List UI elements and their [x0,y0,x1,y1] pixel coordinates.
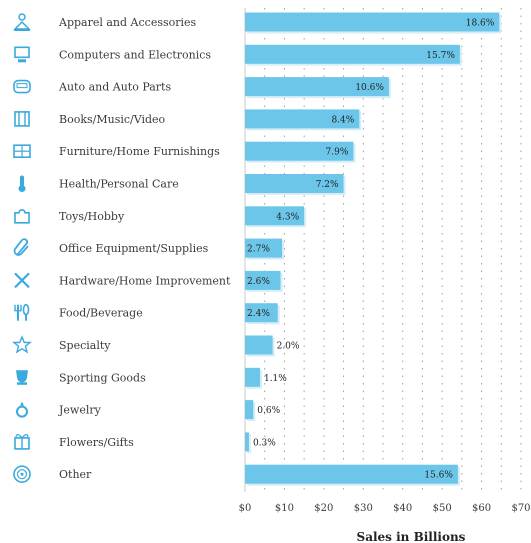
category-label: Other [59,468,92,481]
bar [245,141,354,161]
category-label: Jewelry [58,404,102,417]
category-label: Toys/Hobby [59,210,125,223]
bar [245,44,460,64]
puzzle-icon [14,209,30,224]
category-rows: Apparel and Accessories Computers and Ele… [12,13,231,484]
paperclip-icon [13,238,29,256]
x-tick-label: $70 [511,503,530,514]
thermometer-icon [18,175,26,192]
data-label: 18.6% [466,19,495,29]
car-icon [13,79,31,94]
bar [245,335,273,355]
data-label: 2.7% [247,245,270,255]
bar [245,206,305,226]
category-label: Books/Music/Video [59,113,166,126]
data-label: 10.6% [355,83,384,93]
trophy-icon [16,370,28,385]
data-label: 15.7% [426,51,455,61]
gift-icon [14,434,30,450]
x-tick-label: $0 [239,503,252,514]
bar [245,400,254,420]
x-tick-label: $50 [433,503,452,514]
category-label: Health/Personal Care [59,178,179,191]
bar [245,109,360,129]
bar [245,432,249,452]
x-tick-label: $30 [354,503,373,514]
x-tick-label: $10 [275,503,294,514]
category-label: Flowers/Gifts [59,436,134,449]
x-tick-label: $20 [314,503,333,514]
bar [245,270,281,290]
category-label: Furniture/Home Furnishings [59,145,220,158]
bar-shadow [247,434,251,454]
x-tick-label: $60 [472,503,491,514]
bar [245,367,260,387]
utensils-icon [14,303,30,321]
bar [245,464,458,484]
x-axis-title: Sales in Billions [357,530,466,543]
category-label: Apparel and Accessories [58,16,197,29]
tools-icon [14,272,30,289]
bar [245,303,278,323]
category-label: Computers and Electronics [59,48,211,61]
data-label: 2.6% [247,277,270,287]
bar [245,12,500,32]
book-icon [14,111,30,127]
bar [245,77,389,97]
furniture-icon [13,144,31,158]
bar [245,174,344,193]
bars: 18.6% 15.7% 10.6% 8.4% 7.9% 7.2% 4.3% 2.7% 2.6% 2… [245,12,502,486]
data-label: 0.3% [253,438,276,448]
data-label: 0.6% [257,406,280,416]
data-label: 7.9% [326,148,349,158]
data-label: 2.0% [277,342,300,352]
data-label: 2.4% [247,309,270,319]
data-label: 4.3% [276,212,299,222]
x-ticks: $0 $10 $20 $30 $40 $50 $60 $70 [239,503,531,514]
data-label: 15.6% [424,471,453,481]
data-label: 1.1% [264,374,287,384]
bar [245,238,283,258]
category-label: Auto and Auto Parts [58,81,171,94]
hanger-person-icon [13,13,31,31]
category-label: Food/Beverage [59,307,143,320]
ring-icon [16,401,28,418]
x-tick-label: $40 [393,503,412,514]
category-label: Specialty [59,339,111,352]
category-label: Hardware/Home Improvement [59,274,231,287]
computer-icon [14,46,30,63]
data-label: 7.2% [316,180,339,190]
category-label: Sporting Goods [59,371,146,384]
star-icon [12,335,32,354]
data-label: 8.4% [331,115,354,125]
category-label: Office Equipment/Supplies [59,242,209,255]
circle-other-icon [13,465,31,484]
